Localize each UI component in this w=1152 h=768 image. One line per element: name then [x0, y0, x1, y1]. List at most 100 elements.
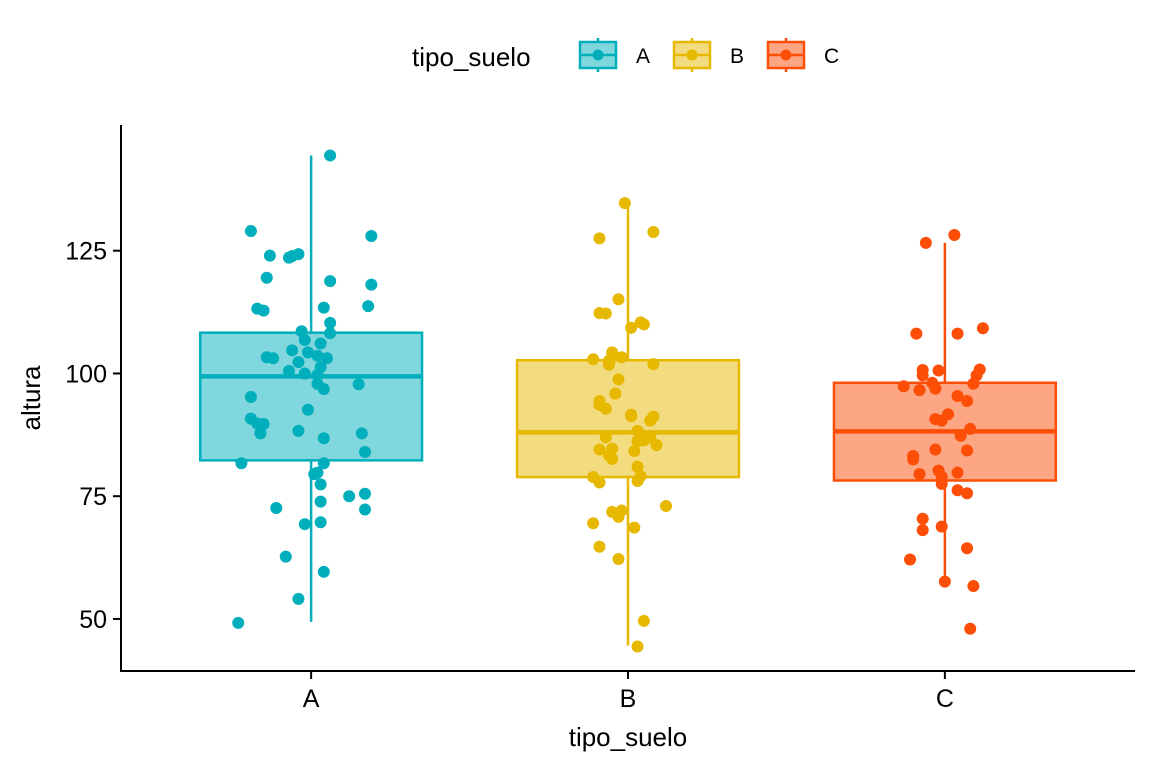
data-point-c [976, 322, 989, 335]
data-point-a [324, 327, 337, 340]
data-point-b [647, 358, 660, 371]
data-point-b [615, 351, 628, 364]
data-point-a [232, 616, 245, 629]
data-point-c [961, 394, 974, 407]
legend-label: A [636, 45, 650, 68]
data-point-b [587, 353, 600, 366]
data-point-c [961, 444, 974, 457]
boxes [198, 155, 1058, 646]
data-point-b [609, 387, 622, 400]
legend-item-c: C [766, 38, 839, 72]
y-tick-label: 50 [79, 606, 107, 634]
data-point-a [257, 418, 270, 431]
data-point-b [650, 439, 663, 452]
data-point-a [320, 352, 333, 365]
data-point-a [286, 344, 299, 357]
data-point-a [311, 349, 324, 362]
data-point-b [631, 474, 644, 487]
data-point-a [324, 316, 337, 329]
data-point-a [257, 304, 270, 317]
legend-title: tipo_suelo [412, 42, 531, 72]
data-point-b [587, 517, 600, 530]
x-tick-label: C [936, 685, 954, 713]
y-axis-title: altura [16, 365, 46, 431]
data-point-c [932, 364, 945, 377]
data-point-b [644, 414, 657, 427]
data-point-a [343, 490, 356, 503]
data-point-c [935, 520, 948, 533]
box [198, 331, 424, 462]
data-point-c [904, 553, 917, 566]
data-point-a [270, 501, 283, 514]
data-point-c [916, 524, 929, 537]
data-point-c [907, 453, 920, 466]
data-point-a [324, 275, 337, 288]
legend-item-a: A [578, 38, 650, 72]
data-point-c [961, 542, 974, 555]
legend-key-point [780, 49, 792, 61]
data-point-c [951, 484, 964, 497]
data-point-c [916, 512, 929, 525]
data-point-a [317, 301, 330, 314]
data-point-c [910, 327, 923, 340]
data-point-a [317, 383, 330, 396]
data-point-b [593, 540, 606, 553]
data-point-c [954, 429, 967, 442]
data-point-a [301, 403, 314, 416]
data-point-b [593, 443, 606, 456]
data-point-a [358, 446, 371, 459]
data-point-b [612, 510, 625, 523]
data-point-a [365, 229, 378, 242]
data-point-b [612, 293, 625, 306]
data-point-a [311, 368, 324, 381]
data-point-c [929, 443, 942, 456]
data-point-c [897, 380, 910, 393]
legend-label: C [824, 45, 839, 68]
jitter-points [232, 149, 989, 653]
data-point-b [602, 358, 615, 371]
y-tick-label: 100 [65, 360, 107, 388]
data-point-c [935, 477, 948, 490]
data-point-a [314, 478, 327, 491]
data-point-a [308, 468, 321, 481]
data-point-c [951, 466, 964, 479]
data-point-a [352, 378, 365, 391]
data-point-b [647, 226, 660, 239]
data-point-a [244, 225, 257, 238]
data-point-b [612, 553, 625, 566]
data-point-a [314, 495, 327, 508]
legend-entries: A B C [578, 38, 839, 72]
x-axis-title: tipo_suelo [569, 722, 688, 752]
data-point-a [282, 364, 295, 377]
data-point-a [301, 346, 314, 359]
data-point-a [358, 503, 371, 516]
data-point-b [618, 197, 631, 210]
legend-key-point [592, 49, 604, 61]
x-axis-ticks: A B C [303, 671, 954, 713]
data-point-b [599, 402, 612, 415]
box-group-a [198, 155, 424, 622]
data-point-b [637, 318, 650, 331]
data-point-b [606, 452, 619, 465]
data-point-c [919, 236, 932, 249]
data-point-b [637, 434, 650, 447]
data-point-c [967, 377, 980, 390]
data-point-a [235, 457, 248, 470]
data-point-c [948, 228, 961, 241]
y-axis-ticks: 50 75 100 125 [65, 238, 121, 634]
data-point-a [279, 550, 292, 563]
legend-label: B [730, 45, 744, 68]
data-point-b [660, 500, 673, 513]
data-point-c [951, 327, 964, 340]
data-point-b [628, 445, 641, 458]
data-point-a [355, 427, 368, 440]
data-point-a [317, 457, 330, 470]
legend-item-b: B [672, 38, 744, 72]
legend: tipo_suelo A B C [412, 38, 839, 72]
data-point-a [292, 424, 305, 437]
box-group-b [515, 204, 741, 646]
x-tick-label: B [620, 685, 637, 713]
data-point-a [292, 356, 305, 369]
data-point-a [298, 367, 311, 380]
data-point-a [254, 427, 267, 440]
